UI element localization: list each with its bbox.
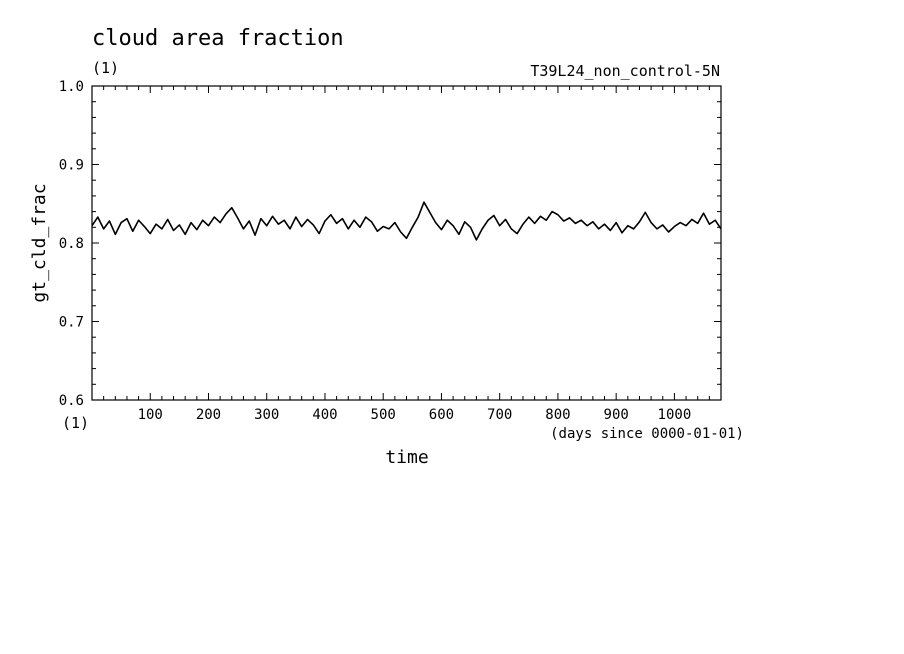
x-tick-label: 600 xyxy=(429,407,454,423)
y-tick-label: 0.7 xyxy=(59,315,84,331)
x-tick-label: 900 xyxy=(604,407,629,423)
x-tick-label: 1000 xyxy=(658,407,692,423)
x-tick-label: 200 xyxy=(196,407,221,423)
y-units-label: (1) xyxy=(92,59,119,77)
y-tick-label: 0.6 xyxy=(59,393,84,409)
x-tick-label: 700 xyxy=(487,407,512,423)
x-tick-label: 100 xyxy=(138,407,163,423)
chart-title: cloud area fraction xyxy=(92,26,344,51)
y-tick-label: 1.0 xyxy=(59,79,84,95)
x-tick-label: 400 xyxy=(312,407,337,423)
series-line xyxy=(91,201,722,241)
x-axis-tick-labels: 100 200 300 400 500 600 700 800 900 1000 xyxy=(138,407,692,423)
x-tick-label: 500 xyxy=(371,407,396,423)
x-axis-ticks xyxy=(91,86,722,400)
x-tick-label: 300 xyxy=(254,407,279,423)
experiment-label: T39L24_non_control-5N xyxy=(530,62,720,80)
x-axis-label: time xyxy=(385,447,428,468)
x-tick-label: 800 xyxy=(545,407,570,423)
y-axis-ticks xyxy=(92,85,721,401)
x-units-label: (1) xyxy=(62,414,89,432)
y-axis-tick-labels: 0.6 0.7 0.8 0.9 1.0 xyxy=(59,79,84,409)
y-tick-label: 0.9 xyxy=(59,158,84,174)
y-tick-label: 0.8 xyxy=(59,236,84,252)
plot-frame xyxy=(91,85,722,401)
y-axis-label: gt_cld_frac xyxy=(29,183,50,302)
x-axis-units: (days since 0000-01-01) xyxy=(550,426,744,442)
